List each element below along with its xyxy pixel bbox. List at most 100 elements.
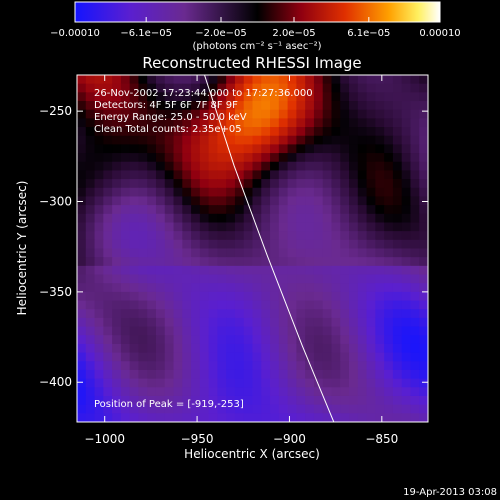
heatmap-cell bbox=[129, 222, 140, 232]
heatmap-cell bbox=[305, 413, 315, 422]
heatmap-cell bbox=[112, 205, 122, 215]
heatmap-cell bbox=[313, 144, 324, 154]
heatmap-cell bbox=[182, 361, 192, 371]
heatmap-cell bbox=[155, 179, 166, 189]
heatmap-cell bbox=[419, 153, 428, 163]
heatmap-cell bbox=[392, 83, 403, 93]
heatmap-cell bbox=[85, 144, 96, 154]
heatmap-cell bbox=[384, 265, 394, 276]
heatmap-cell bbox=[199, 170, 210, 180]
heatmap-cell bbox=[322, 300, 333, 310]
heatmap-cell bbox=[357, 213, 368, 224]
heatmap-cell bbox=[217, 274, 227, 284]
heatmap-cell bbox=[164, 404, 175, 414]
heatmap-cell bbox=[270, 369, 280, 380]
heatmap-cell bbox=[349, 170, 359, 180]
heatmap-cell bbox=[226, 179, 236, 189]
heatmap-cell bbox=[366, 343, 376, 354]
heatmap-cell bbox=[305, 317, 315, 328]
heatmap-cell bbox=[410, 413, 420, 422]
x-tick-label: −900 bbox=[273, 432, 306, 446]
heatmap-cell bbox=[182, 144, 192, 154]
heatmap-cell bbox=[261, 205, 271, 215]
heatmap-cell bbox=[313, 283, 324, 293]
heatmap-cell bbox=[243, 231, 254, 241]
heatmap-cell bbox=[419, 387, 428, 397]
heatmap-cell bbox=[234, 300, 245, 310]
heatmap-cell bbox=[331, 404, 341, 414]
heatmap-cell bbox=[138, 404, 148, 414]
heatmap-cell bbox=[164, 101, 175, 111]
heatmap-cell bbox=[85, 387, 96, 397]
heatmap-cell bbox=[375, 127, 385, 137]
heatmap-cell bbox=[112, 196, 122, 206]
peak-position-label: Position of Peak = [-919,-253] bbox=[94, 399, 244, 410]
heatmap-cell bbox=[208, 378, 219, 388]
heatmap-cell bbox=[208, 187, 219, 198]
heatmap-cell bbox=[331, 196, 341, 206]
heatmap-cell bbox=[331, 231, 341, 241]
heatmap-cell bbox=[77, 248, 87, 258]
heatmap-cell bbox=[410, 101, 420, 111]
heatmap-cell bbox=[313, 300, 324, 310]
heatmap-cell bbox=[340, 118, 350, 128]
heatmap-cell bbox=[208, 300, 219, 310]
heatmap-cell bbox=[155, 135, 166, 146]
heatmap-cell bbox=[278, 187, 289, 198]
heatmap-cell bbox=[120, 387, 131, 397]
heatmap-cell bbox=[234, 118, 245, 128]
heatmap-cell bbox=[322, 257, 333, 267]
heatmap-cell bbox=[331, 283, 341, 293]
heatmap-cell bbox=[278, 118, 289, 128]
heatmap-cell bbox=[401, 109, 412, 119]
heatmap-cell bbox=[322, 387, 333, 397]
heatmap-cell bbox=[155, 170, 166, 180]
colorbar-unit-label: (photons cm⁻² s⁻¹ asec⁻²) bbox=[192, 41, 321, 52]
heatmap-cell bbox=[155, 187, 166, 198]
heatmap-cell bbox=[77, 109, 87, 119]
heatmap-cell bbox=[313, 135, 324, 146]
heatmap-cell bbox=[384, 317, 394, 328]
heatmap-cell bbox=[278, 335, 289, 345]
heatmap-cell bbox=[208, 335, 219, 345]
heatmap-cell bbox=[191, 231, 201, 241]
heatmap-cell bbox=[313, 170, 324, 180]
heatmap-cell bbox=[226, 222, 236, 232]
heatmap-cell bbox=[191, 378, 201, 388]
heatmap-cell bbox=[226, 300, 236, 310]
heatmap-cell bbox=[199, 109, 210, 119]
heatmap-cell bbox=[419, 309, 428, 319]
heatmap-cell bbox=[217, 361, 227, 371]
heatmap-cell bbox=[401, 309, 412, 319]
footer-timestamp: 19-Apr-2013 03:08 bbox=[403, 487, 497, 498]
heatmap-cell bbox=[252, 300, 262, 310]
heatmap-cell bbox=[270, 387, 280, 397]
heatmap-cell bbox=[270, 404, 280, 414]
heatmap-cell bbox=[94, 317, 104, 328]
heatmap-cell bbox=[173, 335, 183, 345]
heatmap-cell bbox=[94, 75, 104, 85]
heatmap-cell bbox=[199, 196, 210, 206]
heatmap-cell bbox=[120, 83, 131, 93]
heatmap-cell bbox=[103, 118, 113, 128]
heatmap-cell bbox=[94, 335, 104, 345]
heatmap-cell bbox=[77, 118, 87, 128]
heatmap-cell bbox=[340, 317, 350, 328]
heatmap-cell bbox=[270, 239, 280, 250]
heatmap-cell bbox=[270, 317, 280, 328]
heatmap-cell bbox=[155, 369, 166, 380]
heatmap-cell bbox=[296, 92, 306, 102]
heatmap-cell bbox=[138, 395, 148, 406]
heatmap-cell bbox=[103, 231, 113, 241]
heatmap-cell bbox=[384, 127, 394, 137]
heatmap-cell bbox=[322, 170, 333, 180]
heatmap-cell bbox=[278, 179, 289, 189]
heatmap-cell bbox=[191, 343, 201, 354]
heatmap-cell bbox=[366, 213, 376, 224]
heatmap-cell bbox=[349, 109, 359, 119]
heatmap-cell bbox=[147, 413, 157, 422]
heatmap-cell bbox=[278, 309, 289, 319]
heatmap-cell bbox=[419, 179, 428, 189]
heatmap-cell bbox=[164, 83, 175, 93]
heatmap-cell bbox=[155, 231, 166, 241]
